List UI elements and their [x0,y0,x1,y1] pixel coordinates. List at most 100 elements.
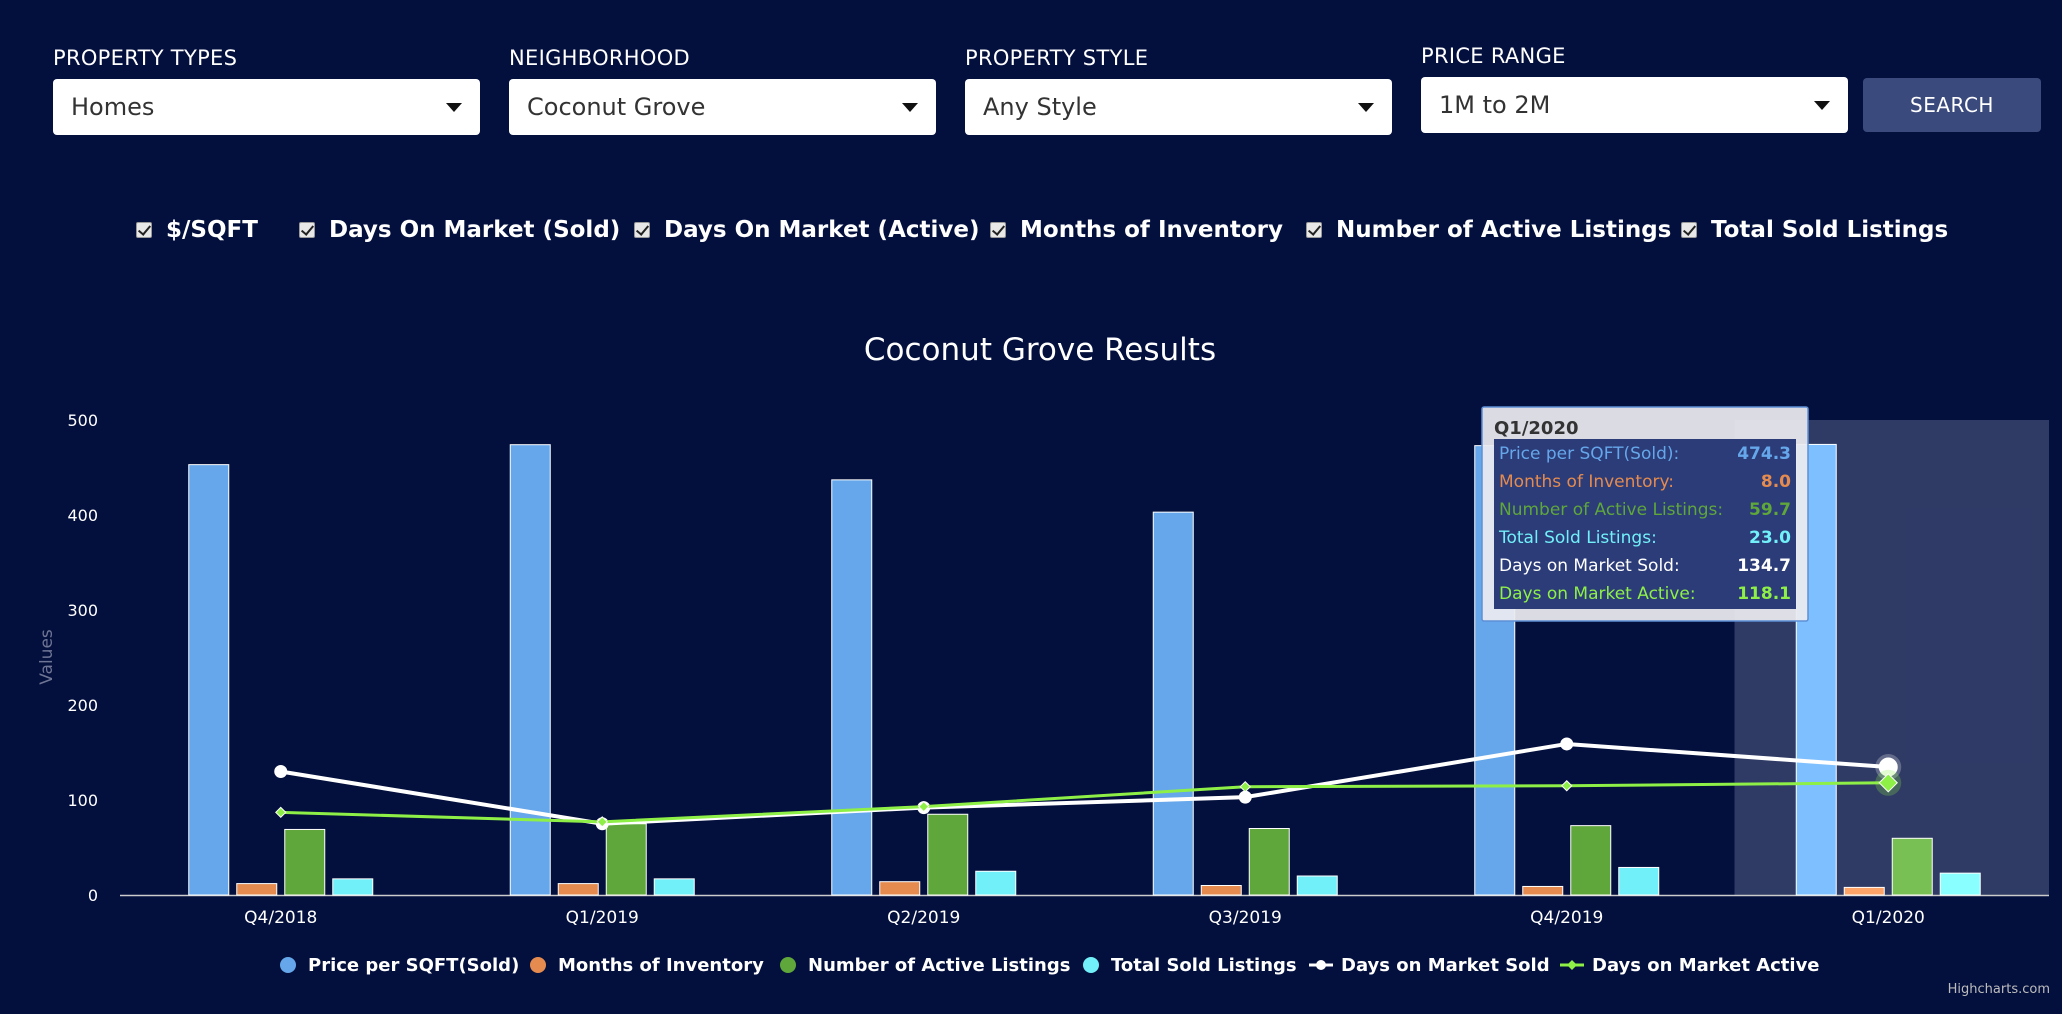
checkbox[interactable] [136,222,152,238]
y-tick-label: 300 [67,601,98,620]
chart-title: Coconut Grove Results [864,332,1216,368]
bar-price-per-sqft-sold [188,464,230,896]
legend-symbol [1567,960,1577,970]
bar-number-of-active-listings [1891,837,1933,896]
tooltip-row-label: Days on Market Sold: [1499,556,1680,576]
neighborhood-select[interactable]: Coconut Grove [509,79,936,135]
x-tick-label: Q4/2018 [244,908,317,928]
x-tick-label: Q4/2019 [1530,908,1603,928]
toggle-label: Months of Inventory [1020,217,1283,243]
x-tick-label: Q1/2020 [1852,908,1925,928]
toggle-days-on-market-sold[interactable]: Days On Market (Sold) [299,212,620,248]
tooltip-row-value: 59.7 [1749,500,1791,520]
line-days-on-market-sold [280,741,1889,826]
tooltip-row-label: Total Sold Listings: [1498,528,1657,548]
y-tick-label: 200 [67,696,98,715]
legend-label: Days on Market Active [1592,955,1820,976]
legend-symbol [780,957,796,973]
price-range-label: PRICE RANGE [1421,44,1566,68]
checkbox[interactable] [1681,222,1697,238]
price-range-select[interactable]: 1M to 2M [1421,77,1848,133]
bar-total-sold-listings [653,878,695,896]
property-style-value: Any Style [983,93,1097,121]
point-days-on-market-active [1878,773,1898,793]
checkbox[interactable] [990,222,1006,238]
legend-label: Price per SQFT(Sold) [308,955,519,976]
y-tick-label: 100 [67,791,98,810]
x-tick-label: Q2/2019 [887,908,960,928]
y-axis-title: Values [37,629,57,685]
bar-months-of-inventory [879,881,921,896]
legend-symbol [280,957,296,973]
toggle-label: $/SQFT [166,217,258,243]
bar-number-of-active-listings [1248,828,1290,896]
tooltip-header: Q1/2020 [1494,418,1579,439]
checkbox[interactable] [299,222,315,238]
legend-label: Months of Inventory [558,955,764,976]
line-days-on-market-active [280,781,1889,824]
tooltip-row-label: Price per SQFT(Sold): [1499,444,1679,464]
bar-months-of-inventory [236,883,278,896]
toggle-label: Days On Market (Sold) [329,217,621,243]
checkbox[interactable] [634,222,650,238]
toggle-label: Total Sold Listings [1711,217,1949,243]
bar-price-per-sqft-sold [1152,511,1194,896]
tooltip-row-label: Days on Market Active: [1499,584,1696,604]
toggle-label: Number of Active Listings [1336,217,1672,243]
tooltip-row-value: 474.3 [1737,444,1791,464]
chevron-down-icon [1814,101,1830,110]
point-days-on-market-active [275,806,287,819]
checkbox[interactable] [1306,222,1322,238]
search-button[interactable]: SEARCH [1863,78,2041,132]
tooltip-row-value: 134.7 [1737,556,1791,576]
point-days-on-market-active [596,816,608,828]
chevron-down-icon [902,103,918,112]
property-types-label: PROPERTY TYPES [53,46,238,70]
bar-total-sold-listings [1618,866,1660,896]
toggle-total-sold-listings[interactable]: Total Sold Listings [1681,212,1948,248]
toggle-months-of-inventory[interactable]: Months of Inventory [990,212,1283,248]
y-tick-label: 400 [67,506,98,525]
property-style-select[interactable]: Any Style [965,79,1392,135]
neighborhood-label: NEIGHBORHOOD [509,46,691,70]
bar-total-sold-listings [1296,875,1338,896]
highcharts-credit[interactable]: Highcharts.com [1947,982,2050,997]
property-types-value: Homes [71,93,155,121]
bar-number-of-active-listings [284,828,326,896]
point-days-on-market-active [918,800,930,813]
bar-months-of-inventory [1843,886,1885,896]
bar-total-sold-listings [1939,872,1981,896]
tooltip-row-value: 118.1 [1737,584,1791,604]
point-days-on-market-sold [274,765,288,778]
legend-label: Days on Market Sold [1341,955,1550,976]
bar-number-of-active-listings [1570,825,1612,896]
toggle-days-on-market-active[interactable]: Days On Market (Active) [634,212,980,248]
bar-total-sold-listings [975,870,1017,896]
tooltip-row-label: Months of Inventory: [1499,472,1674,492]
bar-months-of-inventory [1200,885,1242,896]
legend-symbol [530,957,546,973]
legend-symbol [1316,960,1326,970]
chevron-down-icon [1358,103,1374,112]
bar-total-sold-listings [332,878,374,896]
y-tick-label: 0 [88,886,98,905]
legend-symbol [1083,957,1099,973]
x-tick-label: Q3/2019 [1209,908,1282,928]
property-types-select[interactable]: Homes [53,79,480,135]
tooltip-body [1494,439,1796,609]
bar-number-of-active-listings [927,813,969,896]
toggle-active-listings[interactable]: Number of Active Listings [1306,212,1671,248]
x-tick-label: Q1/2019 [566,908,639,928]
price-range-value: 1M to 2M [1439,91,1551,119]
point-days-on-market-sold [1560,737,1574,751]
property-style-label: PROPERTY STYLE [965,46,1149,70]
legend-label: Total Sold Listings [1111,955,1297,976]
tooltip-row-value: 23.0 [1749,528,1791,548]
point-days-on-market-sold [1238,790,1252,804]
bar-price-per-sqft-sold [509,444,551,896]
chevron-down-icon [446,103,462,112]
bar-price-per-sqft-sold [831,479,873,896]
toggle-price-sqft[interactable]: $/SQFT [136,212,258,248]
point-days-on-market-active [1561,780,1573,792]
